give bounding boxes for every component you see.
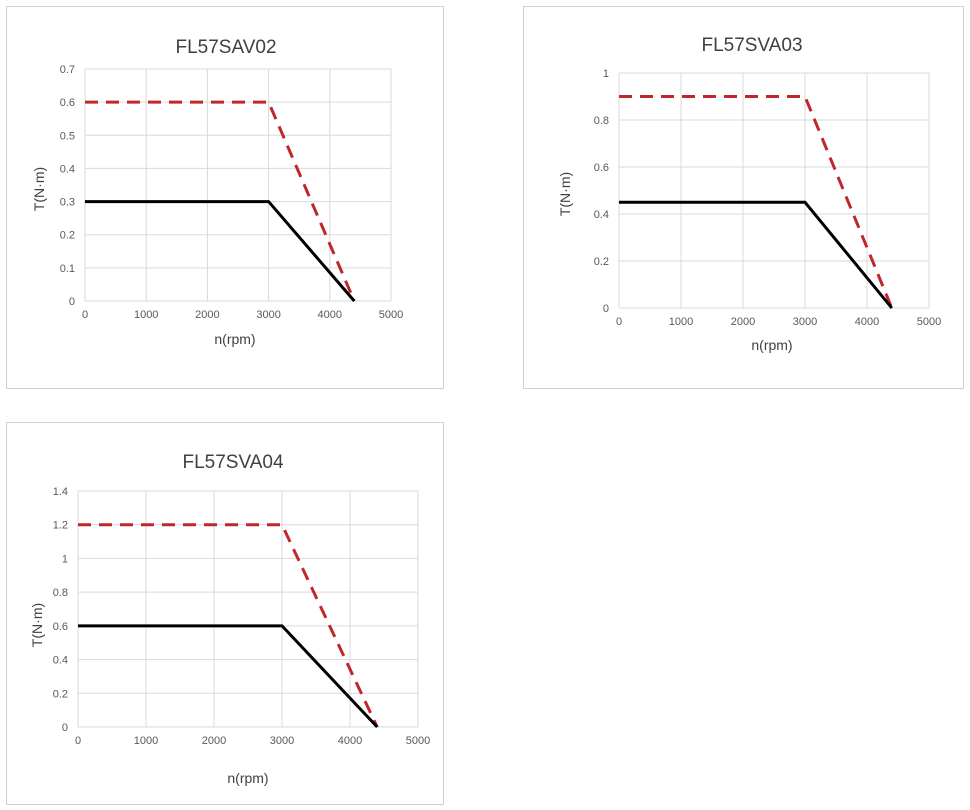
y-axis-label: T(N·m) <box>557 172 573 216</box>
x-axis-label: n(rpm) <box>214 331 255 347</box>
x-tick-label: 4000 <box>318 309 342 321</box>
x-tick-label: 2000 <box>195 309 219 321</box>
x-tick-label: 3000 <box>793 316 817 328</box>
chart-svg-fl57sav02: FL57SAV02 0 1000 2000 3000 4000 5000 0 0.1 0.2 0.… <box>31 37 404 347</box>
x-tick-label: 1000 <box>669 316 693 328</box>
y-tick-label: 0.6 <box>53 621 68 633</box>
x-tick-label: 5000 <box>917 316 941 328</box>
y-tick-label: 0.2 <box>53 688 68 700</box>
chart-panel-fl57sav02: FL57SAV02 0 1000 2000 3000 4000 5000 0 0.1 0.2 0.… <box>6 6 444 389</box>
y-tick-label: 1.2 <box>53 520 68 532</box>
y-tick-label: 0.5 <box>60 130 75 142</box>
chart-panel-fl57sva04: FL57SVA04 0 1000 2000 3000 4000 5000 0 0.2 0.4 0.… <box>6 422 444 805</box>
y-tick-label: 0.4 <box>53 655 68 667</box>
x-tick-label: 5000 <box>379 309 403 321</box>
x-axis-label: n(rpm) <box>227 770 268 786</box>
y-tick-label: 0.3 <box>60 197 75 209</box>
y-axis-label: T(N·m) <box>29 603 45 647</box>
peak-torque-line <box>85 100 356 302</box>
plot-area: 0 1000 2000 3000 4000 5000 0 0.1 0.2 0.3 0.4 0.5 0.6… <box>60 64 404 321</box>
x-tick-label: 0 <box>616 316 622 328</box>
chart-title: FL57SAV02 <box>175 37 276 58</box>
y-tick-label: 1 <box>62 553 68 565</box>
y-axis-label: T(N·m) <box>31 167 47 211</box>
plot-area: 0 1000 2000 3000 4000 5000 0 0.2 0.4 0.6 0.8 1 <box>594 68 942 328</box>
x-tick-label: 1000 <box>134 735 158 747</box>
x-tick-label: 1000 <box>134 309 158 321</box>
y-tick-label: 1.4 <box>53 486 68 498</box>
chart-panel-fl57sva03: FL57SVA03 0 1000 2000 3000 4000 5000 0 0.2 0.4 0.… <box>523 6 964 389</box>
y-tick-label: 0.2 <box>594 256 609 268</box>
peak-torque-line <box>619 95 894 309</box>
x-tick-label: 3000 <box>256 309 280 321</box>
x-tick-label: 0 <box>82 309 88 321</box>
chart-svg-fl57sva04: FL57SVA04 0 1000 2000 3000 4000 5000 0 0.2 0.4 0.… <box>29 452 431 786</box>
y-tick-label: 0.8 <box>594 115 609 127</box>
x-tick-label: 0 <box>75 735 81 747</box>
y-tick-label: 0.4 <box>594 209 609 221</box>
y-tick-label: 0.2 <box>60 230 75 242</box>
y-tick-label: 1 <box>603 68 609 80</box>
y-tick-label: 0.1 <box>60 263 75 275</box>
x-tick-label: 5000 <box>406 735 430 747</box>
x-tick-label: 2000 <box>731 316 755 328</box>
x-axis-label: n(rpm) <box>751 337 792 353</box>
chart-svg-fl57sva03: FL57SVA03 0 1000 2000 3000 4000 5000 0 0.2 0.4 0.… <box>557 35 942 353</box>
x-tick-label: 2000 <box>202 735 226 747</box>
rated-torque-line <box>85 200 356 302</box>
x-tick-label: 3000 <box>270 735 294 747</box>
y-tick-label: 0.6 <box>60 97 75 109</box>
y-tick-label: 0.6 <box>594 162 609 174</box>
rated-torque-line <box>78 624 379 729</box>
y-tick-label: 0 <box>62 722 68 734</box>
rated-torque-line <box>619 200 893 309</box>
y-tick-label: 0.7 <box>60 64 75 76</box>
peak-torque-line <box>78 523 379 728</box>
plot-area: 0 1000 2000 3000 4000 5000 0 0.2 0.4 0.6 0.8 1 1.2 1.… <box>53 486 431 747</box>
chart-title: FL57SVA03 <box>701 35 802 56</box>
x-tick-label: 4000 <box>338 735 362 747</box>
x-tick-label: 4000 <box>855 316 879 328</box>
chart-title: FL57SVA04 <box>182 452 283 473</box>
y-tick-label: 0 <box>69 296 75 308</box>
y-tick-label: 0 <box>603 303 609 315</box>
y-tick-label: 0.4 <box>60 163 75 175</box>
y-tick-label: 0.8 <box>53 587 68 599</box>
